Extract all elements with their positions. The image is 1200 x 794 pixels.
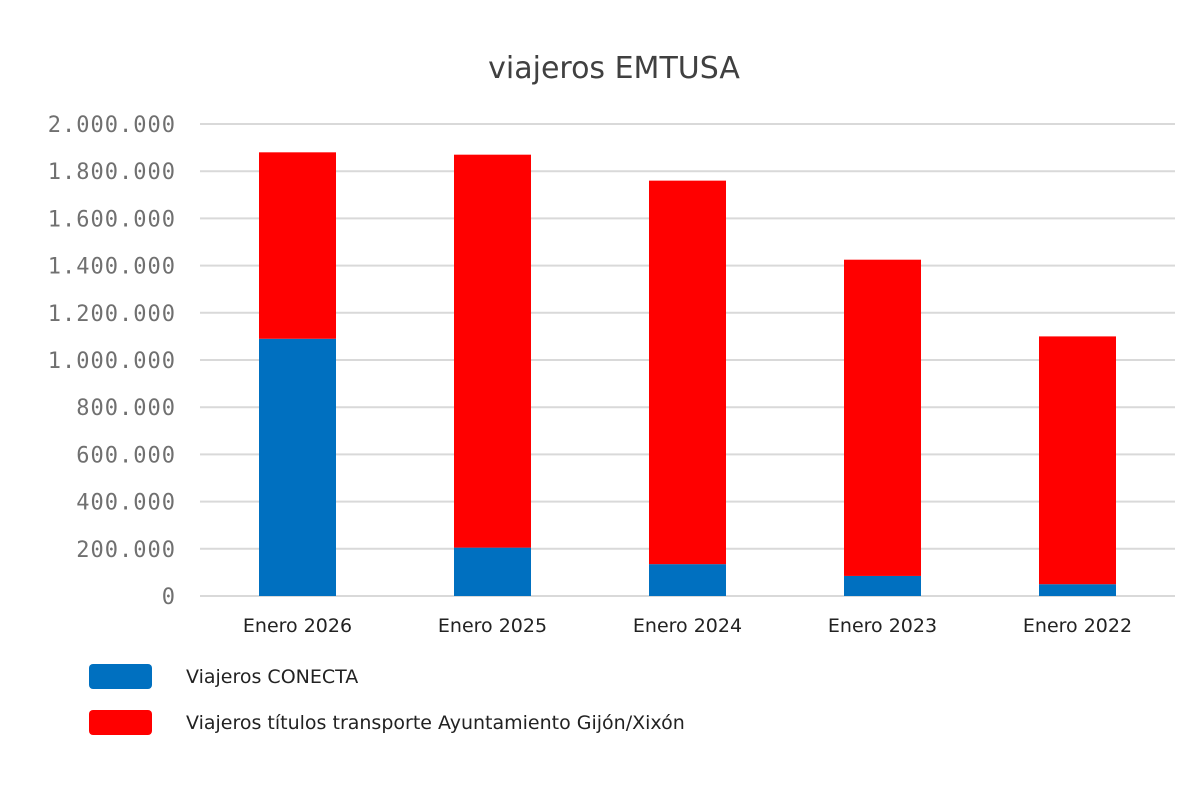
legend-swatch — [89, 710, 152, 735]
chart-title: viajeros EMTUSA — [488, 51, 740, 86]
legend: Viajeros CONECTA Viajeros títulos transpo… — [89, 664, 685, 735]
x-tick-label: Enero 2022 — [1023, 615, 1132, 637]
y-tick-label: 600.000 — [76, 443, 176, 468]
y-tick-label: 1.000.000 — [48, 349, 176, 374]
bar-segment-series-1 — [259, 339, 336, 596]
y-tick-label: 400.000 — [76, 491, 176, 516]
y-tick-label: 2.000.000 — [48, 113, 176, 138]
bar-segment-series-1 — [1039, 584, 1116, 596]
bar-segment-series-1 — [649, 564, 726, 596]
legend-label: Viajeros títulos transporte Ayuntamiento… — [186, 712, 685, 734]
bar-segment-series-2 — [259, 152, 336, 338]
bar-segment-series-1 — [844, 576, 921, 596]
bar-segment-series-2 — [1039, 336, 1116, 584]
x-axis-ticks: Enero 2026 Enero 2025 Enero 2024 Enero 2023… — [243, 615, 1132, 637]
x-tick-label: Enero 2024 — [633, 615, 742, 637]
bar-segment-series-1 — [454, 548, 531, 596]
y-tick-label: 1.200.000 — [48, 302, 176, 327]
x-tick-label: Enero 2025 — [438, 615, 547, 637]
y-tick-label: 1.400.000 — [48, 255, 176, 280]
y-tick-label: 200.000 — [76, 538, 176, 563]
y-tick-label: 0 — [162, 585, 176, 610]
x-tick-label: Enero 2023 — [828, 615, 937, 637]
y-tick-label: 1.600.000 — [48, 207, 176, 232]
bar-segment-series-2 — [454, 155, 531, 548]
bar-segment-series-2 — [649, 181, 726, 565]
y-axis-ticks: 0 200.000 400.000 600.000 800.000 1.000.000 1.… — [48, 113, 176, 610]
x-tick-label: Enero 2026 — [243, 615, 352, 637]
bar-segment-series-2 — [844, 260, 921, 576]
legend-swatch — [89, 664, 152, 689]
y-tick-label: 800.000 — [76, 396, 176, 421]
y-tick-label: 1.800.000 — [48, 160, 176, 185]
legend-label: Viajeros CONECTA — [186, 666, 358, 688]
